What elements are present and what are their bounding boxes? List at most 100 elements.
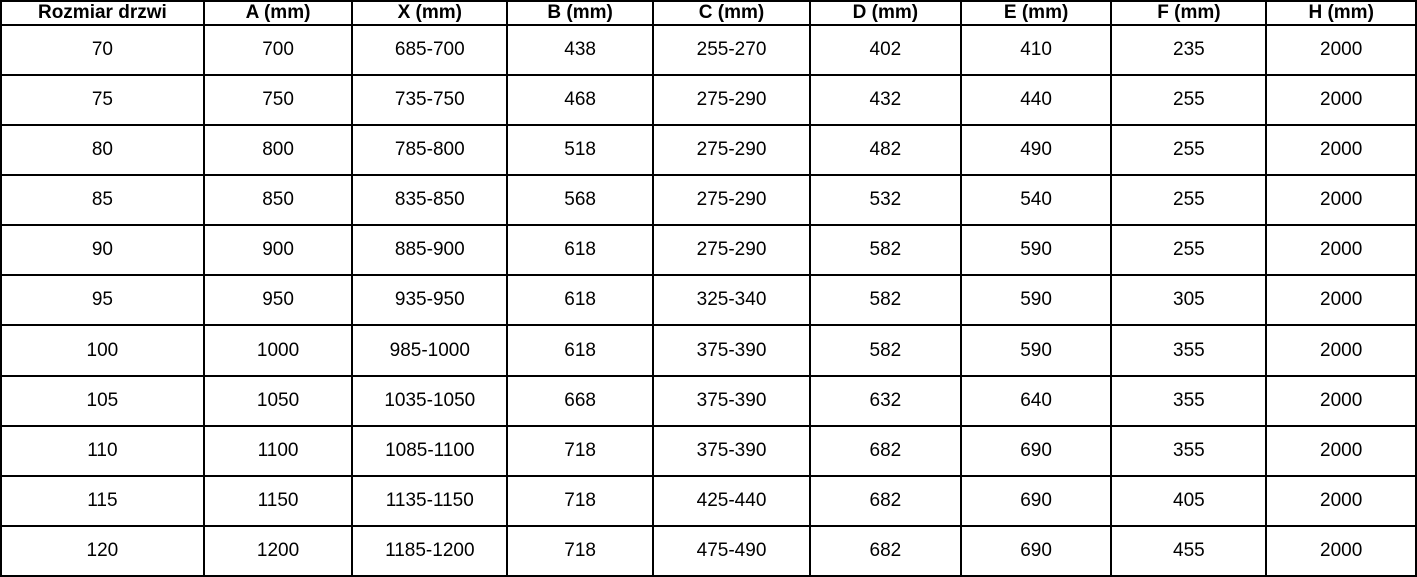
table-cell: 402 [809, 23, 962, 77]
table-cell: 255-270 [651, 23, 812, 77]
table-cell: 255 [1110, 224, 1268, 277]
table-row: 105 1050 1035-1050 668 375-390 632 640 355 2000 [0, 374, 1417, 427]
table-cell: 275-290 [651, 74, 812, 127]
table-cell: 532 [809, 174, 962, 227]
table-cell: 355 [1110, 324, 1268, 377]
table-cell: 1150 [202, 474, 354, 527]
table-cell: 885-900 [351, 224, 509, 277]
table-cell: 1000 [202, 324, 354, 377]
table-cell: 618 [506, 274, 654, 327]
table-cell: 718 [506, 424, 654, 477]
table-cell: 2000 [1265, 124, 1417, 177]
table-cell: 800 [202, 124, 354, 177]
table-row: 75 750 735-750 468 275-290 432 440 255 2000 [0, 74, 1417, 127]
table-cell: 475-490 [651, 524, 812, 577]
table-cell: 115 [0, 474, 205, 527]
table-cell: 235 [1110, 23, 1268, 77]
table-cell: 255 [1110, 174, 1268, 227]
table-cell: 325-340 [651, 274, 812, 327]
table-cell: 455 [1110, 524, 1268, 577]
table-cell: 440 [959, 74, 1113, 127]
table-cell: 750 [202, 74, 354, 127]
table-cell: 590 [959, 324, 1113, 377]
table-cell: 95 [0, 274, 205, 327]
table-row: 70 700 685-700 438 255-270 402 410 235 2000 [0, 23, 1417, 77]
table-row: 95 950 935-950 618 325-340 582 590 305 2000 [0, 274, 1417, 327]
table-cell: 735-750 [351, 74, 509, 127]
table-cell: 685-700 [351, 23, 509, 77]
table-cell: 668 [506, 374, 654, 427]
table-cell: 482 [809, 124, 962, 177]
table-cell: 582 [809, 224, 962, 277]
column-header: A (mm) [202, 0, 354, 26]
table-cell: 305 [1110, 274, 1268, 327]
table-cell: 1185-1200 [351, 524, 509, 577]
table-cell: 2000 [1265, 324, 1417, 377]
table-cell: 275-290 [651, 174, 812, 227]
column-header: C (mm) [651, 0, 812, 26]
table-cell: 935-950 [351, 274, 509, 327]
table-cell: 2000 [1265, 174, 1417, 227]
table-cell: 590 [959, 274, 1113, 327]
column-header: B (mm) [506, 0, 654, 26]
table-cell: 700 [202, 23, 354, 77]
table-cell: 1135-1150 [351, 474, 509, 527]
table-cell: 1050 [202, 374, 354, 427]
table-cell: 375-390 [651, 374, 812, 427]
table-cell: 410 [959, 23, 1113, 77]
table-cell: 2000 [1265, 424, 1417, 477]
table-cell: 405 [1110, 474, 1268, 527]
table-cell: 375-390 [651, 324, 812, 377]
table-cell: 75 [0, 74, 205, 127]
table-cell: 590 [959, 224, 1113, 277]
table-row: 115 1150 1135-1150 718 425-440 682 690 405 2000 [0, 474, 1417, 527]
table-cell: 90 [0, 224, 205, 277]
table-cell: 85 [0, 174, 205, 227]
table-cell: 355 [1110, 374, 1268, 427]
table-cell: 1100 [202, 424, 354, 477]
table-row: 120 1200 1185-1200 718 475-490 682 690 455 2000 [0, 524, 1417, 577]
table-cell: 355 [1110, 424, 1268, 477]
table-row: 110 1100 1085-1100 718 375-390 682 690 355 2000 [0, 424, 1417, 477]
table-cell: 850 [202, 174, 354, 227]
table-cell: 618 [506, 324, 654, 377]
table-cell: 632 [809, 374, 962, 427]
column-header: H (mm) [1265, 0, 1417, 26]
table-cell: 468 [506, 74, 654, 127]
column-header: E (mm) [959, 0, 1113, 26]
table-cell: 375-390 [651, 424, 812, 477]
table-cell: 682 [809, 474, 962, 527]
table-cell: 2000 [1265, 224, 1417, 277]
table-row: 80 800 785-800 518 275-290 482 490 255 2000 [0, 124, 1417, 177]
table-cell: 2000 [1265, 374, 1417, 427]
table-cell: 900 [202, 224, 354, 277]
table-cell: 70 [0, 23, 205, 77]
table-cell: 120 [0, 524, 205, 577]
table-cell: 690 [959, 474, 1113, 527]
table-cell: 105 [0, 374, 205, 427]
table-cell: 690 [959, 424, 1113, 477]
table-cell: 682 [809, 424, 962, 477]
table-cell: 582 [809, 274, 962, 327]
column-header: Rozmiar drzwi [0, 0, 205, 26]
table-cell: 835-850 [351, 174, 509, 227]
table-cell: 682 [809, 524, 962, 577]
table-cell: 618 [506, 224, 654, 277]
table-cell: 950 [202, 274, 354, 327]
column-header: X (mm) [351, 0, 509, 26]
table-cell: 1200 [202, 524, 354, 577]
table-cell: 2000 [1265, 524, 1417, 577]
table-cell: 255 [1110, 74, 1268, 127]
table-cell: 540 [959, 174, 1113, 227]
table-cell: 438 [506, 23, 654, 77]
table-cell: 718 [506, 474, 654, 527]
table-cell: 785-800 [351, 124, 509, 177]
table-cell: 518 [506, 124, 654, 177]
table-row: 85 850 835-850 568 275-290 532 540 255 2000 [0, 174, 1417, 227]
table-cell: 985-1000 [351, 324, 509, 377]
table-cell: 568 [506, 174, 654, 227]
table-cell: 432 [809, 74, 962, 127]
table-cell: 1085-1100 [351, 424, 509, 477]
